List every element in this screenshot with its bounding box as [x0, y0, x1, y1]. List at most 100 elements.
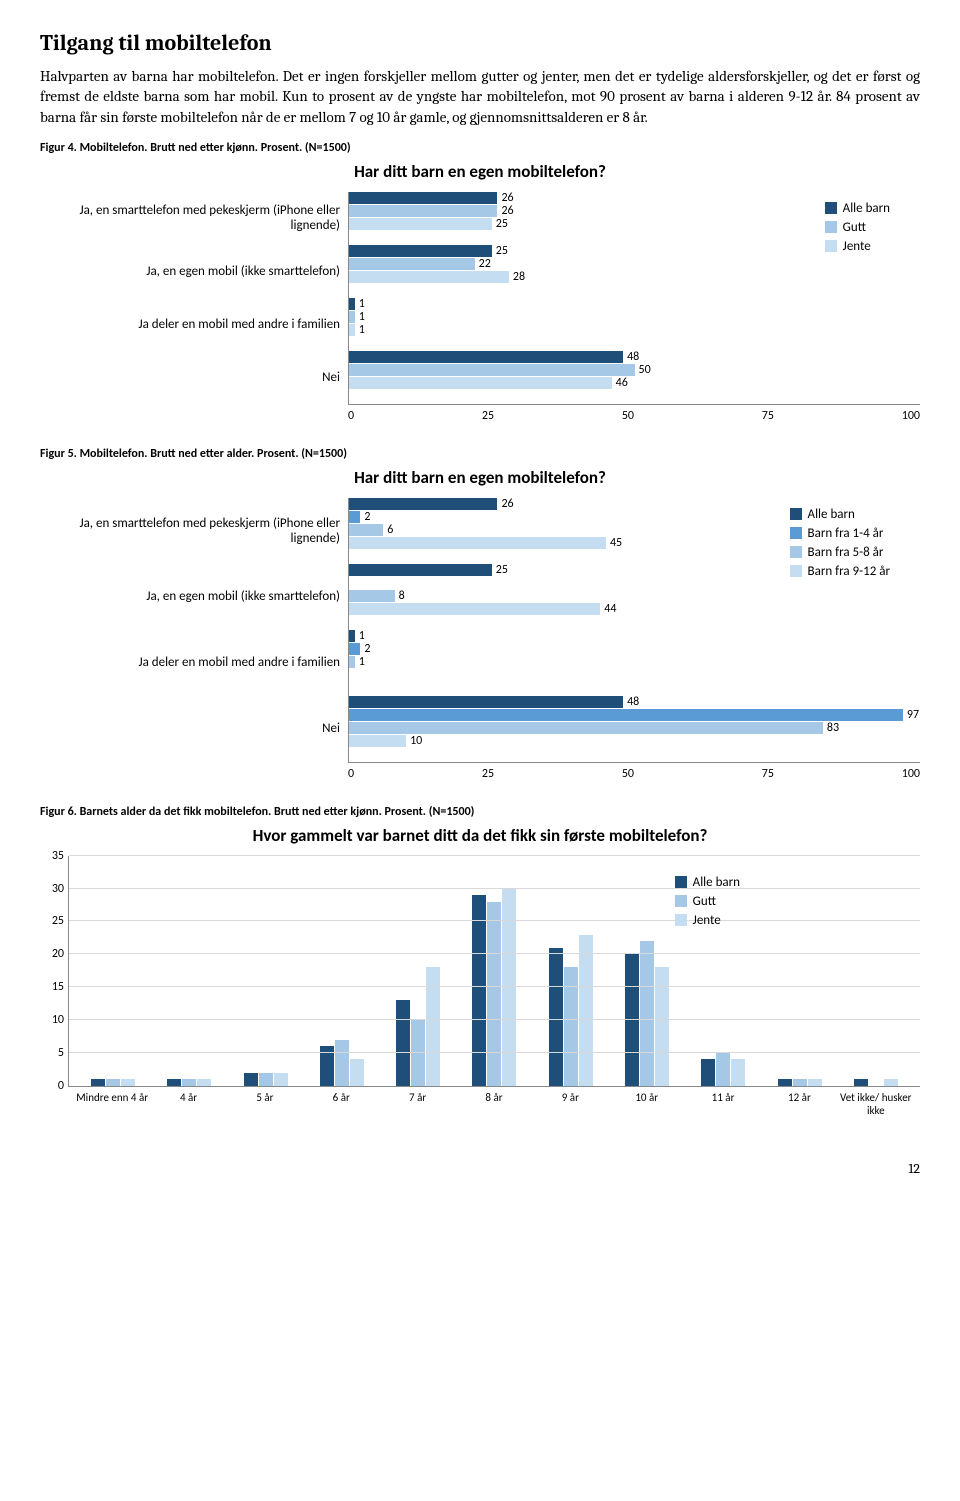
- figure4-chart: Har ditt barn en egen mobiltelefon? Ja, e…: [40, 161, 920, 423]
- bar: [349, 218, 492, 230]
- bar: [778, 1079, 792, 1086]
- figure4-caption: Figur 4. Mobiltelefon. Brutt ned etter k…: [40, 141, 920, 155]
- bar: [349, 205, 497, 217]
- bar: [349, 351, 623, 363]
- bar: [349, 590, 395, 602]
- bar: [854, 1079, 868, 1086]
- y-tick: 20: [52, 947, 64, 961]
- bar-value: 26: [501, 191, 513, 205]
- x-tick: 0: [348, 409, 354, 423]
- y-tick: 30: [52, 882, 64, 896]
- bar: [349, 298, 355, 310]
- bar: [349, 643, 360, 655]
- figure5-caption: Figur 5. Mobiltelefon. Brutt ned etter a…: [40, 447, 920, 461]
- x-label: 12 år: [761, 1091, 837, 1117]
- x-label: 6 år: [303, 1091, 379, 1117]
- bar: [349, 537, 606, 549]
- bar: [197, 1079, 211, 1086]
- x-tick: 25: [482, 409, 494, 423]
- bar-value: 1: [359, 323, 365, 337]
- bar: [884, 1079, 898, 1086]
- bar: [349, 192, 497, 204]
- bar: [106, 1079, 120, 1086]
- figure5-chart: Har ditt barn en egen mobiltelefon? Ja, e…: [40, 467, 920, 781]
- legend-item: Jente: [675, 913, 740, 928]
- bar: [472, 895, 486, 1086]
- bar: [167, 1079, 181, 1086]
- bar: [244, 1073, 258, 1086]
- x-label: 9 år: [532, 1091, 608, 1117]
- x-tick: 75: [762, 409, 774, 423]
- category-label: Ja, en egen mobil (ikke smarttelefon): [40, 245, 340, 298]
- category-label: Nei: [40, 351, 340, 404]
- x-tick: 50: [622, 767, 634, 781]
- x-tick: 25: [482, 767, 494, 781]
- bar: [349, 377, 612, 389]
- bar-value: 97: [907, 708, 919, 722]
- bar: [349, 271, 509, 283]
- x-label: 8 år: [456, 1091, 532, 1117]
- bar: [349, 498, 497, 510]
- x-tick: 75: [762, 767, 774, 781]
- bar: [808, 1079, 822, 1086]
- x-label: 4 år: [150, 1091, 226, 1117]
- legend-item: Barn fra 1-4 år: [790, 526, 890, 541]
- bar: [349, 524, 383, 536]
- category-label: Ja, en egen mobil (ikke smarttelefon): [40, 564, 340, 630]
- y-tick: 10: [52, 1013, 64, 1027]
- legend-item: Gutt: [675, 894, 740, 909]
- bar: [274, 1073, 288, 1086]
- bar-value: 50: [639, 363, 651, 377]
- bar-value: 26: [501, 204, 513, 218]
- bar: [349, 324, 355, 336]
- chart-title: Har ditt barn en egen mobiltelefon?: [40, 467, 920, 488]
- bar: [349, 603, 600, 615]
- x-label: 5 år: [227, 1091, 303, 1117]
- bar: [349, 364, 635, 376]
- legend-item: Gutt: [825, 220, 890, 235]
- bar: [349, 630, 355, 642]
- y-tick: 0: [58, 1079, 64, 1093]
- x-tick: 0: [348, 767, 354, 781]
- chart-title: Hvor gammelt var barnet ditt da det fikk…: [40, 825, 920, 846]
- bar: [349, 564, 492, 576]
- bar: [579, 935, 593, 1086]
- bar: [793, 1079, 807, 1086]
- legend: Alle barn Gutt Jente: [825, 201, 890, 258]
- x-label: 11 år: [685, 1091, 761, 1117]
- bar: [640, 941, 654, 1086]
- bar-value: 1: [359, 629, 365, 643]
- legend-item: Barn fra 5-8 år: [790, 545, 890, 560]
- x-label: Mindre enn 4 år: [74, 1091, 150, 1117]
- bar: [259, 1073, 273, 1086]
- x-tick: 100: [902, 409, 920, 423]
- bar-value: 48: [627, 350, 639, 364]
- legend: Alle barnGuttJente: [675, 875, 740, 932]
- bar: [396, 1000, 410, 1085]
- legend-item: Alle barn: [790, 507, 890, 522]
- bar-value: 45: [610, 536, 622, 550]
- category-label: Ja, en smarttelefon med pekeskjerm (iPho…: [40, 192, 340, 245]
- figure6-caption: Figur 6. Barnets alder da det fikk mobil…: [40, 805, 920, 819]
- x-tick: 100: [902, 767, 920, 781]
- bar-value: 2: [364, 510, 370, 524]
- y-tick: 15: [52, 980, 64, 994]
- bar-value: 8: [399, 589, 405, 603]
- bar: [349, 258, 475, 270]
- bar-value: 1: [359, 655, 365, 669]
- bar-value: 28: [513, 270, 525, 284]
- legend-item: Alle barn: [825, 201, 890, 216]
- legend-item: Jente: [825, 239, 890, 254]
- x-label: 7 år: [379, 1091, 455, 1117]
- bar-value: 10: [410, 734, 422, 748]
- bar: [182, 1079, 196, 1086]
- bar: [349, 722, 823, 734]
- chart-title: Har ditt barn en egen mobiltelefon?: [40, 161, 920, 182]
- x-label: Vet ikke/ husker ikke: [838, 1091, 914, 1117]
- bar-value: 1: [359, 310, 365, 324]
- bar-value: 2: [364, 642, 370, 656]
- bar: [350, 1059, 364, 1085]
- bar: [121, 1079, 135, 1086]
- bar: [349, 311, 355, 323]
- bar-value: 83: [827, 721, 839, 735]
